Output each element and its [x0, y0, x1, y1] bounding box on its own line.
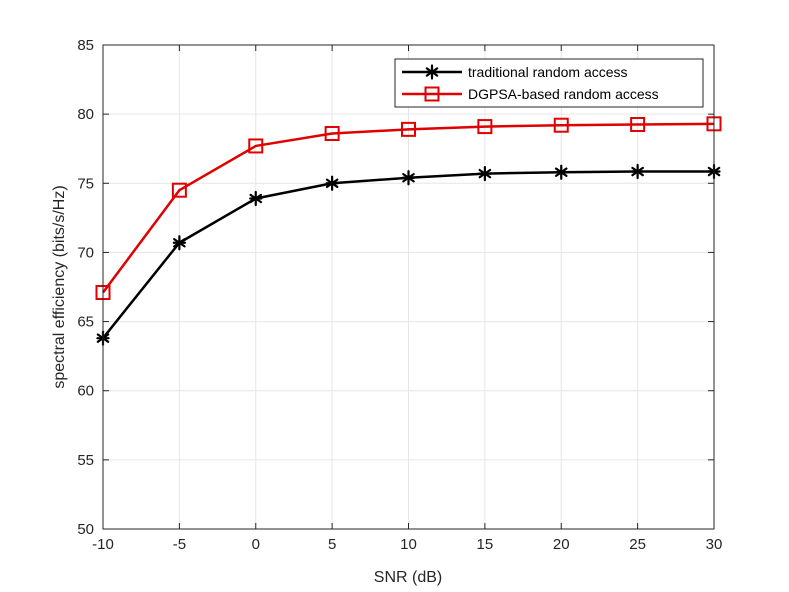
y-tick-label: 80	[77, 106, 94, 123]
y-axis-title: spectral efficiency (bits/s/Hz)	[51, 185, 68, 388]
data-point-asterisk	[249, 190, 263, 207]
data-point-asterisk	[172, 235, 186, 251]
data-point-square	[324, 126, 340, 142]
data-point-square	[477, 119, 493, 135]
legend-label-2: DGPSA-based random access	[468, 86, 659, 102]
data-point-asterisk	[630, 163, 645, 180]
y-tick-label: 50	[77, 521, 94, 538]
legend: traditional random access DGPSA-based ran…	[394, 58, 704, 108]
data-point-square	[630, 117, 646, 133]
x-axis-title: SNR (dB)	[374, 569, 442, 586]
x-tick-label: -10	[92, 536, 114, 553]
data-point-square	[171, 182, 187, 198]
x-tick-label: 15	[477, 536, 494, 553]
y-tick-label: 85	[77, 37, 94, 54]
data-point-square	[553, 117, 569, 133]
x-tick-label: -5	[173, 536, 186, 553]
x-tick-label: 5	[328, 536, 336, 553]
x-tick-label: 25	[629, 536, 646, 553]
y-tick-label: 60	[77, 383, 94, 400]
y-tick-label: 75	[77, 175, 94, 192]
x-tick-label: 0	[252, 536, 260, 553]
data-point-square	[401, 121, 416, 137]
x-tick-label: 30	[706, 536, 723, 553]
legend-label-1: traditional random access	[468, 64, 628, 80]
x-tick-label: 20	[553, 536, 570, 553]
series-line-2	[101, 122, 715, 294]
data-point-asterisk	[425, 64, 439, 80]
y-tick-labels: 50 55 60 65 70 75 80 85	[77, 37, 94, 538]
data-point-asterisk	[401, 170, 416, 186]
data-point-square	[248, 138, 264, 154]
data-point-asterisk	[325, 175, 339, 191]
x-tick-labels: -10 -5 0 5 10 15 20 25 30	[92, 536, 722, 553]
y-tick-label: 55	[77, 452, 94, 469]
legend-box	[394, 58, 704, 108]
data-point-asterisk	[554, 164, 568, 180]
y-tick-label: 65	[77, 314, 94, 331]
axis-ticks	[102, 44, 715, 530]
y-tick-label: 70	[77, 244, 94, 261]
data-point-square	[424, 86, 440, 102]
x-tick-label: 10	[400, 536, 417, 553]
data-point-asterisk	[478, 166, 492, 182]
